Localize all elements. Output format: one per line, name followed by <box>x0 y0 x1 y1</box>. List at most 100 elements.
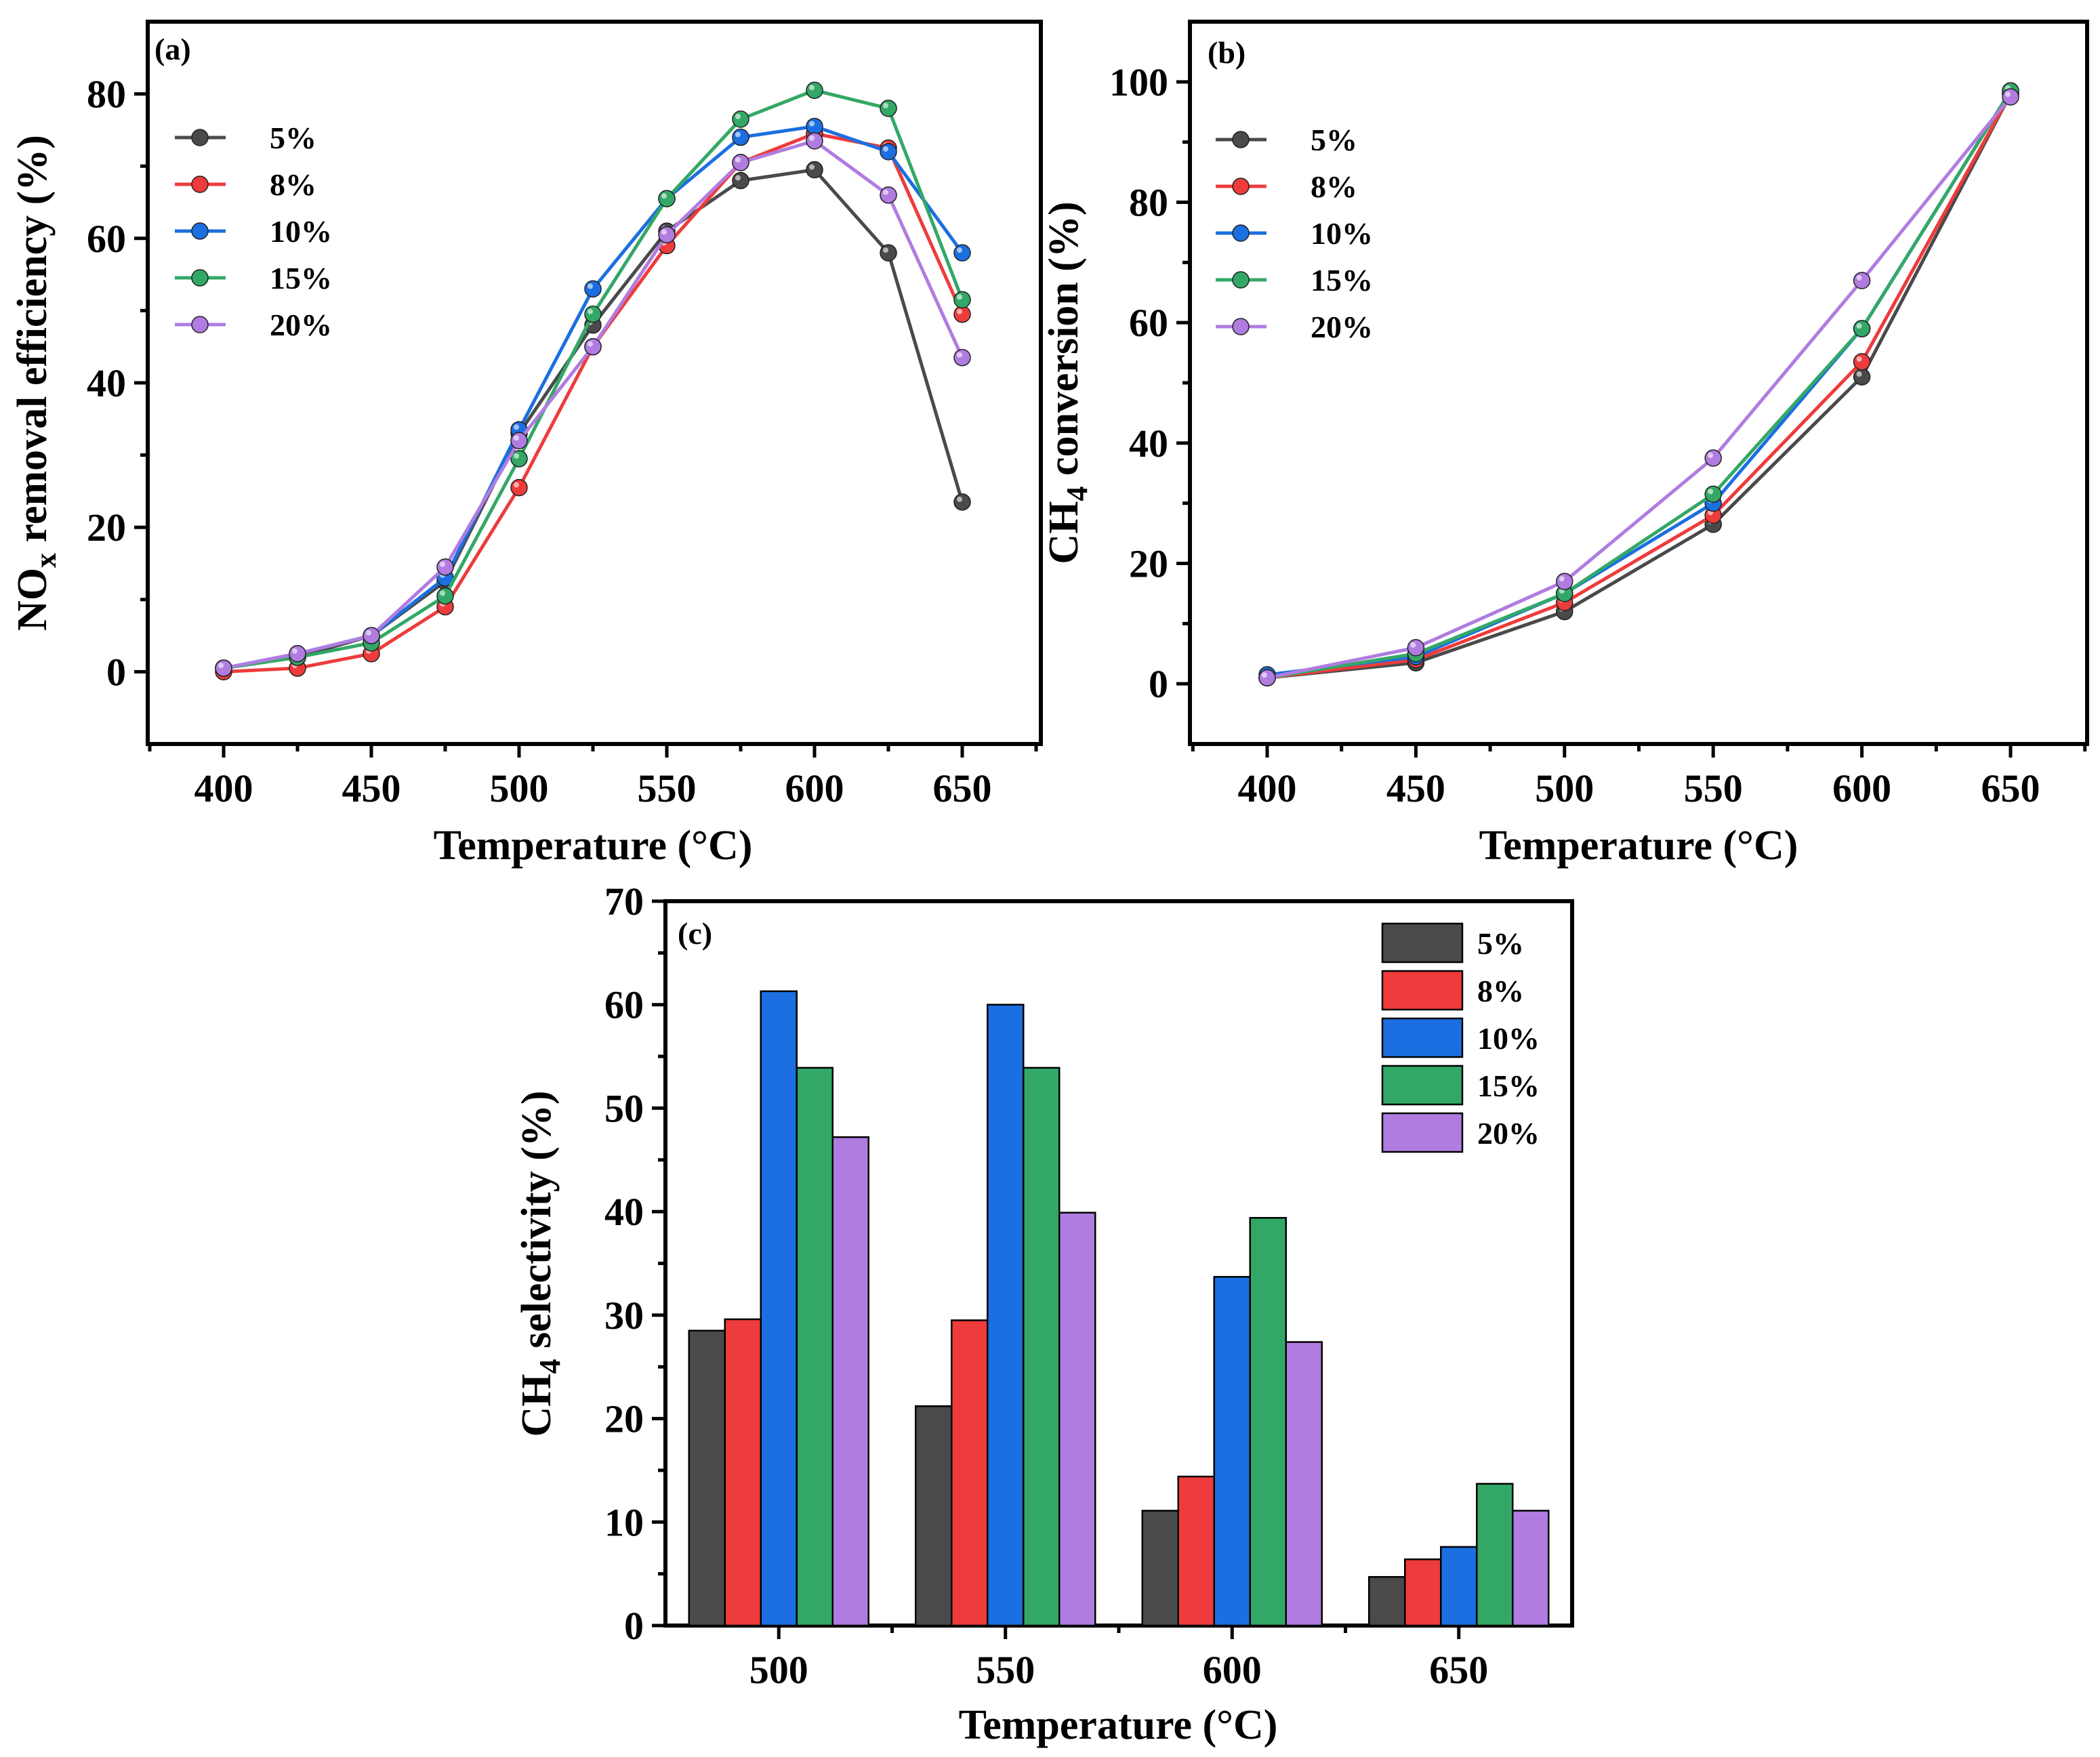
data-point-highlight <box>735 131 741 138</box>
y-tick-label: 80 <box>87 73 126 117</box>
x-axis-title: Temperature (°C) <box>434 823 753 869</box>
series-10pct <box>1258 82 2019 684</box>
y-tick-label: 20 <box>87 505 126 550</box>
data-point-marker <box>584 337 602 356</box>
data-point-marker <box>1853 272 1871 289</box>
data-point-highlight <box>883 189 888 195</box>
y-tick-label: 20 <box>1129 542 1168 586</box>
panel-label: (c) <box>678 916 712 951</box>
bar-8pct-500 <box>724 1318 762 1627</box>
bar-8pct-600 <box>1177 1475 1215 1627</box>
data-point-highlight <box>292 648 297 654</box>
data-point-highlight <box>809 164 815 170</box>
data-point-highlight <box>440 590 445 596</box>
series-15pct <box>1258 82 2019 687</box>
data-point-highlight <box>514 453 519 459</box>
y-axis-title-a: NOx removal efficiency (%) <box>9 135 62 631</box>
y-axis-title-subscript: 4 <box>533 1359 567 1373</box>
data-point-marker <box>806 117 823 136</box>
series-line <box>223 139 964 670</box>
bar-20pct-650 <box>1512 1510 1550 1627</box>
legend-label: 5% <box>1477 926 1524 961</box>
data-point-highlight <box>957 247 962 253</box>
x-axis-title: Temperature (°C) <box>959 1702 1278 1748</box>
data-point-marker <box>1556 573 1573 590</box>
y-axis-title-main: CH <box>514 1373 560 1436</box>
data-point-marker <box>1258 669 1276 687</box>
data-point-highlight <box>957 352 962 358</box>
data-point-marker <box>658 190 676 207</box>
data-point-marker <box>806 132 823 150</box>
legend-marker <box>1232 271 1250 289</box>
data-point-marker <box>880 143 897 161</box>
bar-10pct-650 <box>1440 1546 1478 1627</box>
y-tick-label: 60 <box>1129 301 1168 345</box>
series-10pct <box>215 117 971 677</box>
legend-label: 20% <box>1477 1116 1540 1151</box>
y-axis-title-rest: removal efficiency (%) <box>9 135 56 553</box>
data-point-marker <box>732 110 749 128</box>
legend-label: 8% <box>1311 169 1357 204</box>
series-20pct <box>215 132 971 677</box>
y-tick-label: 10 <box>604 1500 644 1544</box>
legend-label: 20% <box>1311 310 1373 344</box>
y-axis-title-rest: selectivity (%) <box>514 1091 560 1359</box>
y-tick-label: 30 <box>604 1294 644 1338</box>
bar-5pct-500 <box>688 1329 726 1627</box>
bar-20pct-600 <box>1285 1341 1323 1627</box>
x-tick-label: 600 <box>1203 1648 1262 1692</box>
y-tick-label: 70 <box>604 880 644 924</box>
legend-label: 15% <box>270 261 332 295</box>
bar-5pct-650 <box>1368 1575 1406 1627</box>
data-point-highlight <box>514 424 519 430</box>
data-point-marker <box>953 305 971 323</box>
panel-b-ch4-conversion-chart: 400 450 500 550 600 650 0 20 40 60 80 100 5% 8% 10% 15%… <box>1041 20 2089 869</box>
y-tick-label: 40 <box>87 361 126 405</box>
bar-15pct-500 <box>796 1067 833 1627</box>
data-point-marker <box>436 587 454 605</box>
data-point-highlight <box>735 157 741 163</box>
y-tick-label: 0 <box>1149 662 1168 706</box>
data-point-marker <box>584 305 602 323</box>
y-tick-label: 80 <box>1129 181 1168 225</box>
bar-15pct-650 <box>1476 1483 1514 1627</box>
data-point-highlight <box>588 308 593 314</box>
data-point-marker <box>1704 485 1722 503</box>
series-line <box>223 167 964 670</box>
y-tick-label: 60 <box>87 217 126 261</box>
y-tick-label: 40 <box>604 1190 644 1234</box>
data-point-marker <box>363 627 380 644</box>
data-point-highlight <box>218 663 224 669</box>
data-point-marker <box>2002 88 2019 106</box>
data-point-marker <box>215 659 232 677</box>
x-tick-label: 450 <box>342 766 401 810</box>
series-line <box>1267 93 2013 680</box>
data-point-marker <box>510 432 528 450</box>
legend-swatch <box>1381 1017 1464 1058</box>
y-tick-label: 40 <box>1129 421 1168 466</box>
panel-label: (a) <box>155 32 191 66</box>
x-tick-label: 600 <box>785 766 844 810</box>
legend-marker <box>191 269 209 287</box>
y-tick-label: 0 <box>624 1604 644 1648</box>
data-point-highlight <box>1559 576 1565 582</box>
data-point-highlight <box>883 146 888 152</box>
x-tick-label: 650 <box>933 766 992 810</box>
series-line <box>1267 89 2013 680</box>
bar-20pct-500 <box>831 1136 869 1627</box>
data-point-highlight <box>1262 672 1267 678</box>
data-point-marker <box>880 186 897 204</box>
data-point-highlight <box>588 341 593 347</box>
data-point-marker <box>953 244 971 262</box>
bar-8pct-650 <box>1404 1558 1442 1627</box>
series-line <box>1267 96 2012 680</box>
data-point-highlight <box>735 175 741 181</box>
series-line <box>1267 93 2013 680</box>
data-point-highlight <box>957 496 962 502</box>
y-axis-title-c: CH4 selectivity (%) <box>514 1091 567 1437</box>
y-tick-label: 60 <box>604 983 644 1027</box>
series-line <box>1267 89 2013 677</box>
data-point-highlight <box>1856 371 1862 377</box>
data-point-marker <box>953 348 971 367</box>
data-point-highlight <box>440 561 445 567</box>
